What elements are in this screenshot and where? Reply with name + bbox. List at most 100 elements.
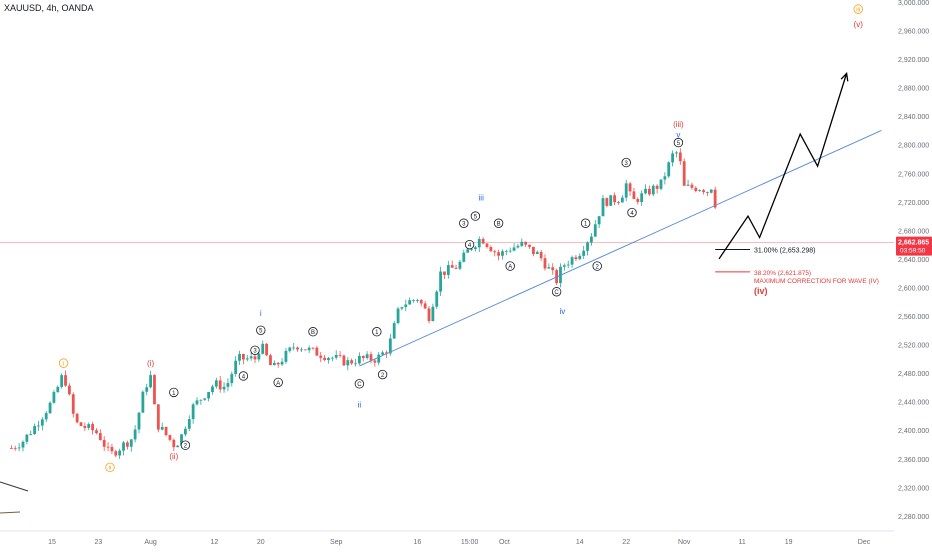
wave-label-circled: 4 [468,243,472,249]
wave-label-orange: i [63,362,64,368]
candle-body [214,380,218,387]
candle-body [423,303,427,309]
candle-body [330,357,334,359]
x-tick-label: 19 [785,539,793,546]
candle-body [354,363,357,365]
drawing-line[interactable] [0,481,29,492]
candle-body [118,450,122,456]
candle-body [222,386,226,390]
y-tick-label: 2,440.000 [898,400,929,407]
wave-label-circled-marker [256,325,266,336]
wave-label-circled: 2 [184,444,188,450]
candle-body [141,391,145,413]
candle-body [199,399,203,401]
x-tick-label: 14 [576,539,584,546]
candle-body [543,258,547,269]
candle-body [620,197,624,203]
y-tick-label: 2,760.000 [898,171,929,178]
candle-body [350,360,354,364]
candle-body [535,251,539,254]
wave-label-circled: 1 [172,391,176,397]
candle-body [207,392,210,399]
wave-label-circled: A [276,381,280,387]
candle-body [249,356,253,359]
candle-body [180,434,183,446]
wave-label-red: (v) [854,20,864,29]
candle-body [79,422,83,426]
x-tick-label: 20 [257,539,265,546]
candle-body [624,183,628,198]
wave-label-circled-marker [169,387,179,398]
wave-label-circled-marker [673,137,684,148]
candle-body [539,251,543,259]
wave-label-circled-marker [354,379,365,389]
candle-body [636,198,640,202]
x-tick-label: 15 [48,539,56,546]
candle-body [671,153,674,163]
projection-path[interactable] [718,73,848,260]
candle-body [184,428,187,435]
y-tick-label: 2,880.000 [898,86,929,93]
candle-body [551,267,555,271]
candle-body [203,398,207,400]
wave-label-blue: iii [479,193,485,202]
candle-body [156,404,160,430]
candle-body [265,343,268,356]
wave-label-blue: iv [560,307,566,316]
x-tick-label: Dec [858,539,871,546]
candle-body [570,257,574,265]
candle-body [114,451,118,456]
candle-body [64,375,67,386]
candle-body [392,323,396,339]
candle-body [319,355,323,358]
wave-label-circled-marker [459,218,469,228]
drawing-line[interactable] [0,511,21,514]
trendline[interactable] [359,130,882,367]
candle-body [450,265,454,268]
candle-body [60,375,64,387]
candle-body [466,249,470,253]
candle-body [485,243,489,248]
candle-body [702,190,705,193]
candle-body [400,307,404,309]
candle-body [234,360,238,374]
candle-body [126,442,129,447]
candle-body [412,300,415,301]
candle-body [288,347,292,351]
candle-body [593,224,597,237]
wave-label-red: (i) [147,359,154,368]
candle-body [562,265,566,267]
candle-body [388,338,392,354]
candle-body [145,387,149,392]
candle-body [682,161,686,186]
x-tick-label: 11 [739,539,746,546]
wave-label-circled: 4 [630,211,634,217]
candle-body [644,188,647,194]
candle-body [91,424,94,431]
wave-label-circled: 5 [259,329,263,335]
candle-body [524,241,528,245]
wave-label-circled-marker [238,371,249,381]
fib-level-label: 38.20% (2,621.875) [754,270,811,277]
y-tick-label: 2,960.000 [898,29,929,36]
wave-label-circled: 4 [242,374,246,380]
candle-body [292,347,296,349]
y-tick-label: 2,280.000 [898,514,929,521]
price-badge-countdown: 03:59:50 [900,248,926,255]
candle-body [396,308,400,324]
y-tick-label: 2,360.000 [898,457,929,464]
wave-label-circled-marker [308,327,318,337]
price-badge [896,236,932,256]
wave-label-orange-marker [58,358,69,368]
candle-body [269,355,272,366]
candle-body [68,385,71,395]
candle-body [218,380,222,390]
wave-label-circled-marker [493,218,504,228]
candle-body [346,360,350,366]
candle-body [75,413,79,423]
chart-title: XAUUSD, 4h, OANDA [4,3,94,13]
y-tick-label: 3,000.000 [898,0,929,7]
candle-body [427,308,431,322]
